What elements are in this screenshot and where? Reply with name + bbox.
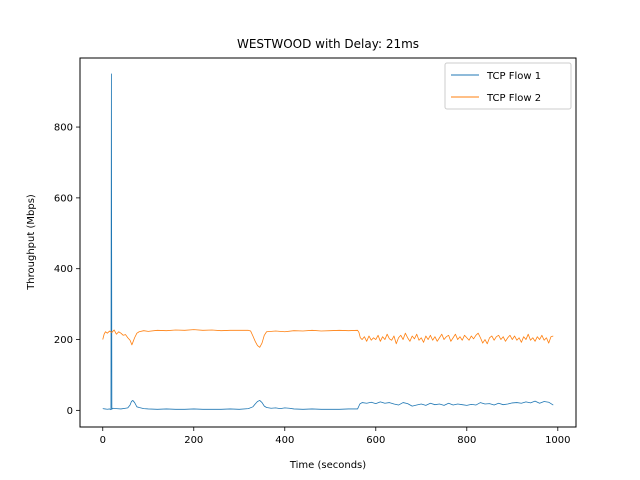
series-group: [102, 73, 554, 411]
y-tick-label: 400: [54, 264, 73, 275]
x-tick-label: 600: [366, 435, 385, 446]
x-tick-label: 1000: [545, 435, 570, 446]
y-tick-label: 200: [54, 335, 73, 346]
x-axis-label: Time (seconds): [289, 460, 366, 471]
y-axis-label: Throughput (Mbps): [26, 194, 37, 291]
series-line-1: [102, 73, 554, 411]
plot-frame: [79, 57, 577, 428]
chart-title: WESTWOOD with Delay: 21ms: [237, 37, 419, 51]
x-tick-label: 400: [275, 435, 294, 446]
y-axis: 0 200 400 600 800: [54, 123, 80, 417]
x-tick-label: 200: [184, 435, 203, 446]
x-tick-label: 0: [100, 435, 106, 446]
y-tick-label: 0: [67, 406, 73, 417]
y-tick-label: 800: [54, 123, 73, 134]
y-tick-label: 600: [54, 193, 73, 204]
legend-label-2: TCP Flow 2: [486, 93, 541, 104]
x-axis: 0 200 400 600 800 1000: [100, 427, 571, 446]
legend: TCP Flow 1 TCP Flow 2: [444, 62, 572, 110]
x-tick-label: 800: [457, 435, 476, 446]
series-line-2: [102, 329, 554, 348]
legend-label-1: TCP Flow 1: [486, 71, 541, 82]
